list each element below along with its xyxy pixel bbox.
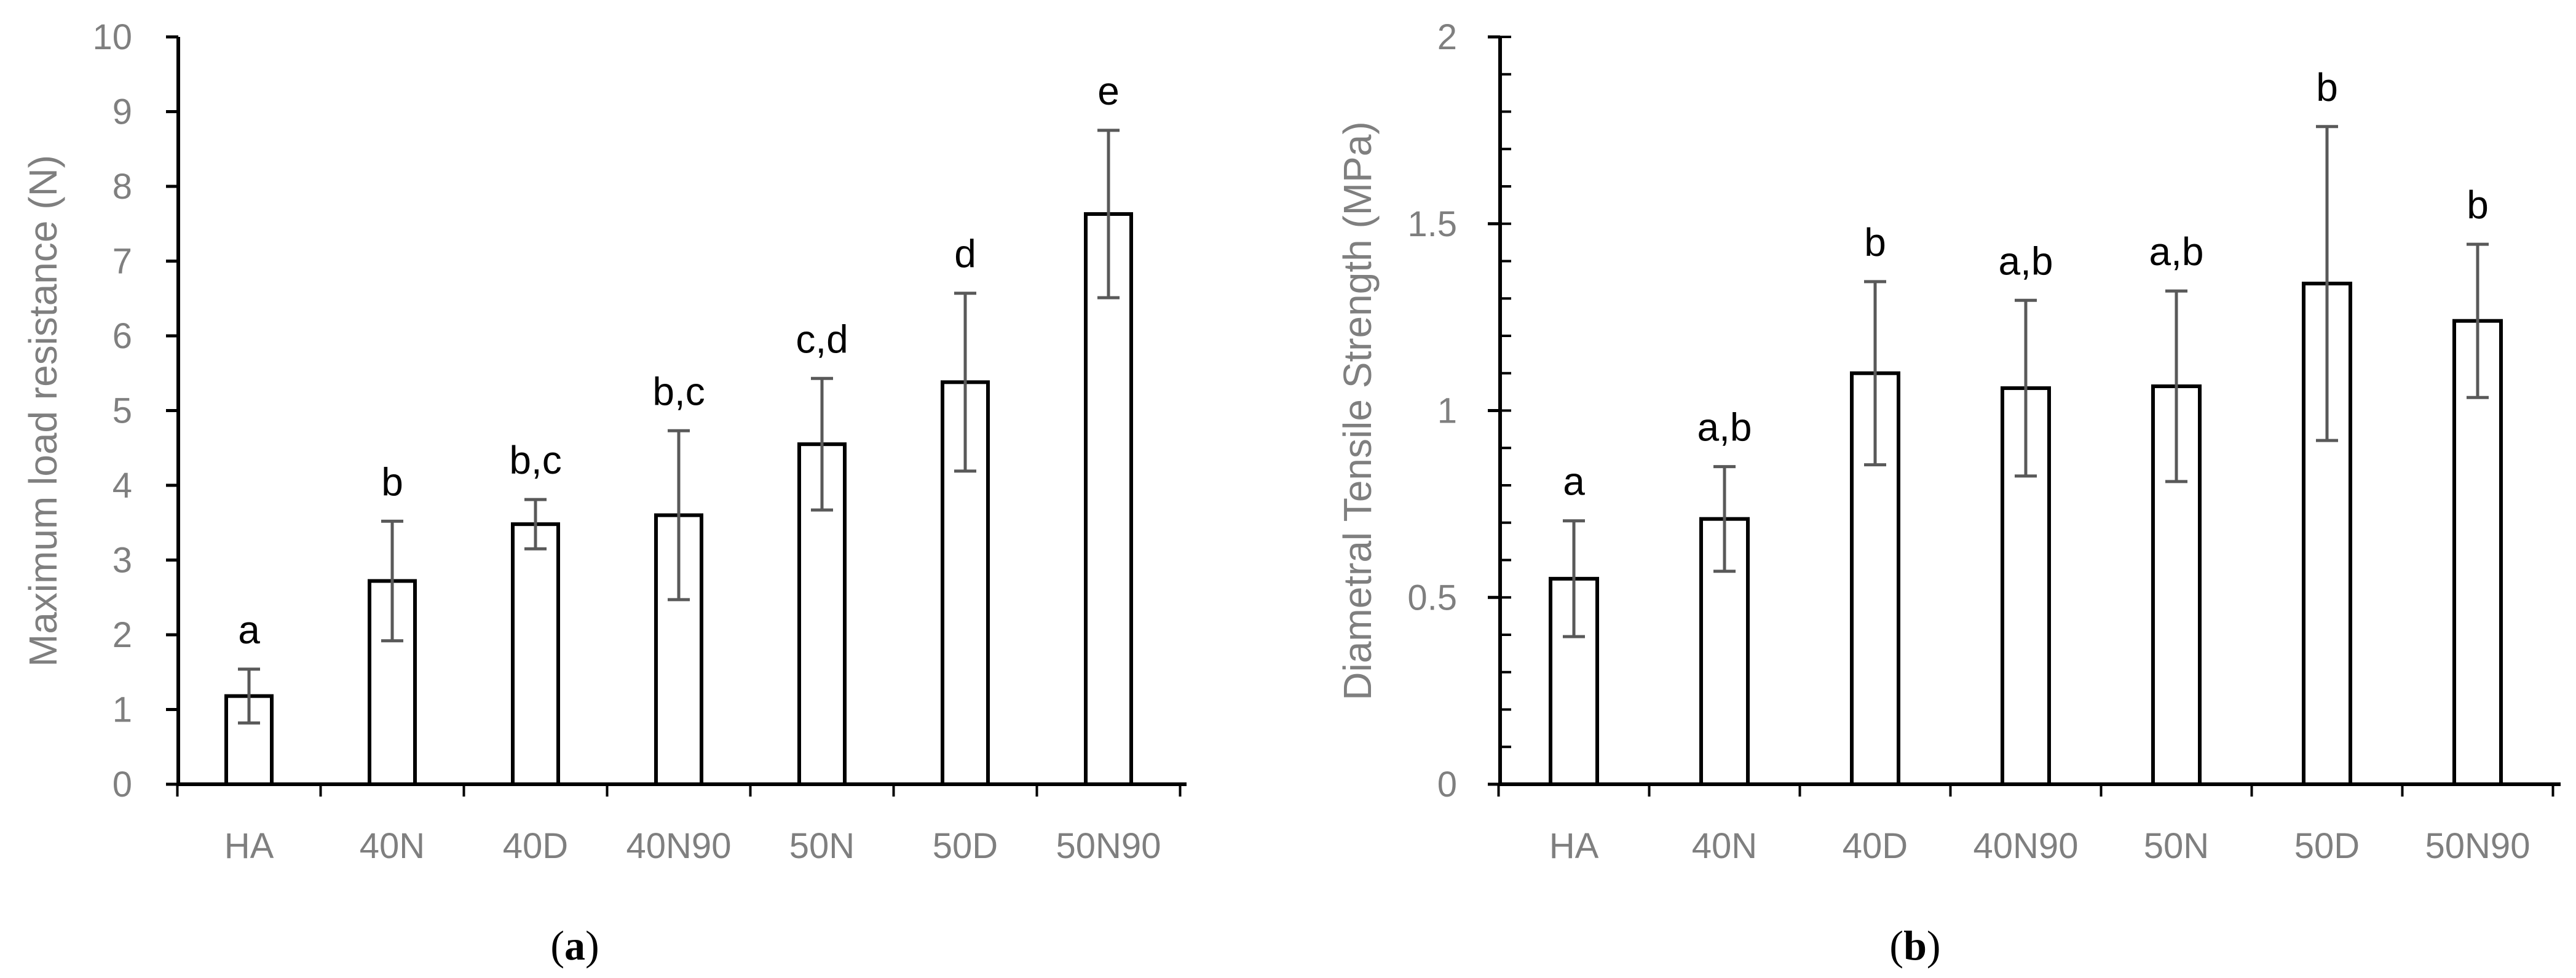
chart-b-y-axis-title: Diametral Tensile Strength (MPa): [1335, 121, 1380, 700]
chart-a-y-tick-label: 7: [113, 242, 132, 282]
chart-a-significance-label: a: [238, 608, 260, 652]
chart-b-significance-label: b: [1864, 220, 1886, 264]
chart-a-category-label: 40N90: [626, 826, 732, 866]
chart-b-category-label: 40D: [1843, 826, 1908, 866]
chart-a-category-label: HA: [224, 826, 274, 866]
chart-b-category-label: 50D: [2294, 826, 2360, 866]
chart-a-category-label: 50N90: [1056, 826, 1161, 866]
chart-b-diametral-tensile: Diametral Tensile Strength (MPa) (b) 0 0.…: [1335, 17, 2561, 969]
chart-a-y-tick-label: 6: [113, 316, 132, 356]
chart-a-caption: (a): [550, 922, 599, 969]
chart-a-category-label: 40D: [503, 826, 568, 866]
chart-b-significance-label: a,b: [2149, 229, 2204, 274]
chart-b-category-label: 50N: [2144, 826, 2209, 866]
chart-b-category-label: 50N90: [2425, 826, 2531, 866]
chart-a-y-tick-label: 4: [113, 466, 132, 506]
chart-a-significance-label: b: [381, 459, 403, 504]
chart-a-bar: [1084, 212, 1133, 786]
chart-b-y-tick-label: 1.5: [1407, 204, 1457, 244]
chart-b-significance-label: a,b: [1697, 405, 1752, 450]
chart-b-significance-label: a: [1563, 459, 1585, 504]
chart-a-category-label: 50D: [933, 826, 998, 866]
chart-a-y-tick-label: 0: [113, 765, 132, 805]
chart-a-significance-label: c,d: [796, 317, 848, 361]
chart-a-y-tick-label: 10: [92, 17, 132, 57]
chart-b-y-tick-label: 0.5: [1407, 578, 1457, 618]
chart-a-significance-label: b,c: [652, 369, 705, 413]
chart-a-significance-label: d: [954, 232, 976, 276]
chart-a-y-tick-label: 1: [113, 690, 132, 730]
chart-b-caption: (b): [1889, 922, 1940, 969]
chart-a-category-label: 40N: [360, 826, 425, 866]
chart-b-category-label: HA: [1549, 826, 1599, 866]
chart-a-max-load: Maximum load resistance (N) (a) 0 1 2 3 4 5 6 7…: [21, 17, 1187, 969]
chart-a-y-tick-label: 2: [113, 615, 132, 655]
chart-a-y-tick-label: 9: [113, 92, 132, 132]
chart-a-y-tick-label: 8: [113, 167, 132, 207]
chart-a-significance-label: e: [1097, 69, 1120, 113]
chart-a-y-tick-label: 3: [113, 541, 132, 581]
chart-b-significance-label: b: [2467, 183, 2489, 227]
chart-b-category-label: 40N: [1692, 826, 1757, 866]
chart-b-significance-label: b: [2316, 65, 2338, 109]
chart-a-y-tick-label: 5: [113, 391, 132, 431]
chart-a-significance-label: b,c: [509, 438, 561, 482]
chart-b-y-tick-label: 2: [1437, 17, 1457, 57]
chart-b-category-label: 40N90: [1973, 826, 2079, 866]
chart-a-category-label: 50N: [789, 826, 855, 866]
chart-a-bar: [511, 522, 560, 786]
chart-a-y-axis-title: Maximum load resistance (N): [21, 155, 65, 667]
chart-b-y-tick-label: 0: [1437, 765, 1457, 805]
chart-b-significance-label: a,b: [1999, 239, 2053, 283]
chart-b-y-tick-label: 1: [1437, 391, 1457, 431]
